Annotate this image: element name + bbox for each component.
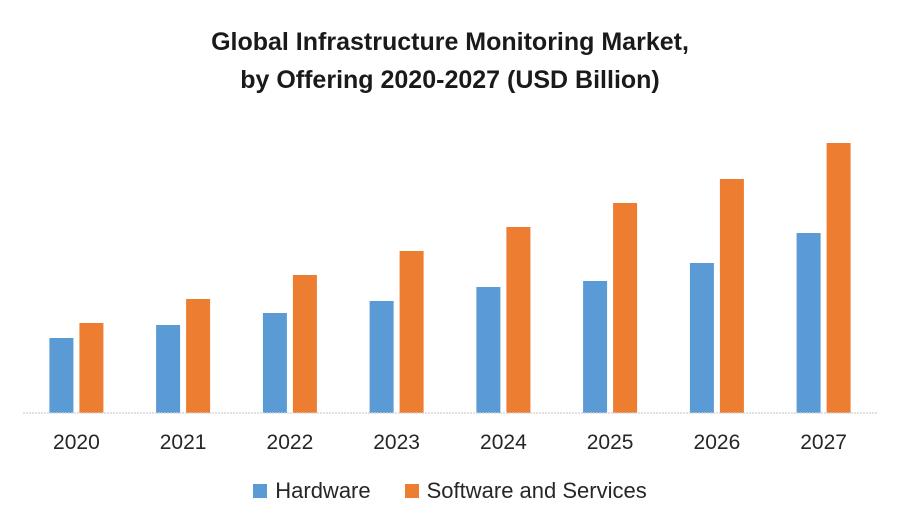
bar-chart: 2020 2021 2022 2023 2024 2025 2026 2027 — [23, 143, 877, 454]
legend-swatch-hardware — [253, 484, 268, 498]
x-tick-label-2024: 2024 — [480, 431, 527, 454]
bar-software-and-services-2020 — [79, 323, 104, 413]
bar-hardware-2021 — [156, 325, 181, 413]
bar-hardware-2025 — [583, 281, 608, 413]
legend-label-software-and-services: Software and Services — [426, 478, 647, 503]
bar-hardware-2027 — [796, 233, 821, 413]
x-tick-label-2021: 2021 — [160, 431, 207, 454]
bar-software-and-services-2021 — [186, 299, 211, 413]
bars-group — [49, 143, 851, 413]
x-tick-label-2022: 2022 — [267, 431, 314, 454]
bar-software-and-services-2024 — [506, 227, 531, 413]
x-tick-label-2027: 2027 — [800, 431, 847, 454]
bar-software-and-services-2025 — [613, 203, 638, 413]
bar-software-and-services-2027 — [826, 143, 851, 413]
legend-swatch-software-and-services — [404, 484, 419, 498]
x-tick-label-2020: 2020 — [53, 431, 100, 454]
bar-hardware-2024 — [476, 287, 501, 413]
bar-software-and-services-2026 — [719, 179, 744, 413]
chart-title-line-2: by Offering 2020-2027 (USD Billion) — [240, 66, 660, 94]
legend-item-hardware[interactable]: Hardware — [253, 478, 371, 504]
bar-hardware-2023 — [369, 301, 394, 413]
bar-hardware-2022 — [262, 313, 287, 413]
legend-label-hardware: Hardware — [275, 478, 371, 503]
bar-hardware-2026 — [689, 263, 714, 413]
x-tick-label-2023: 2023 — [373, 431, 420, 454]
chart-title-line-1: Global Infrastructure Monitoring Market, — [211, 28, 689, 56]
bar-software-and-services-2023 — [399, 251, 424, 413]
x-tick-labels: 2020 2021 2022 2023 2024 2025 2026 2027 — [53, 431, 847, 454]
bar-hardware-2020 — [49, 338, 74, 413]
legend-item-software-and-services[interactable]: Software and Services — [404, 478, 647, 504]
legend: Hardware Software and Services — [0, 478, 900, 504]
x-tick-label-2025: 2025 — [587, 431, 634, 454]
bar-software-and-services-2022 — [292, 275, 317, 413]
x-tick-label-2026: 2026 — [694, 431, 741, 454]
